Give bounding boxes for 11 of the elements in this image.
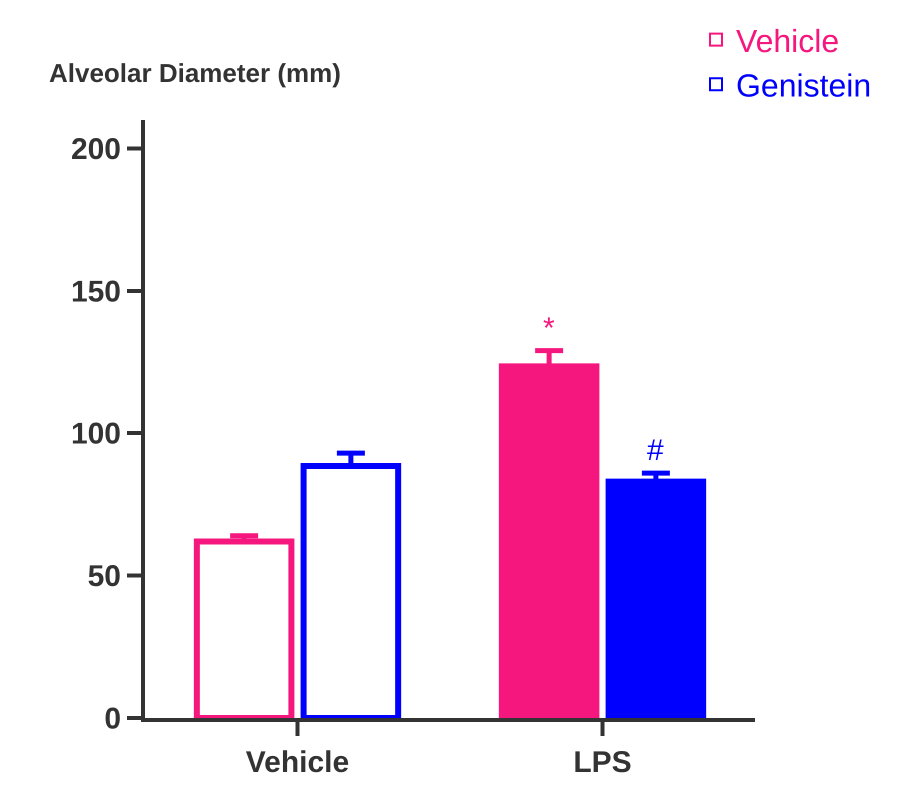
y-axis-title: Alveolar Diameter (mm) [49, 58, 341, 88]
y-tick-label: 50 [88, 560, 121, 594]
y-tick-label: 200 [70, 132, 121, 166]
y-tick-label: 0 [104, 702, 121, 736]
legend-label: Genistein [736, 68, 872, 104]
y-tick-label: 100 [70, 418, 121, 451]
annotation: * [543, 312, 555, 345]
y-tick-label: 150 [70, 275, 121, 308]
annotation: # [647, 434, 664, 467]
legend-label: Vehicle [736, 23, 840, 60]
x-tick-label: LPS [573, 746, 632, 779]
